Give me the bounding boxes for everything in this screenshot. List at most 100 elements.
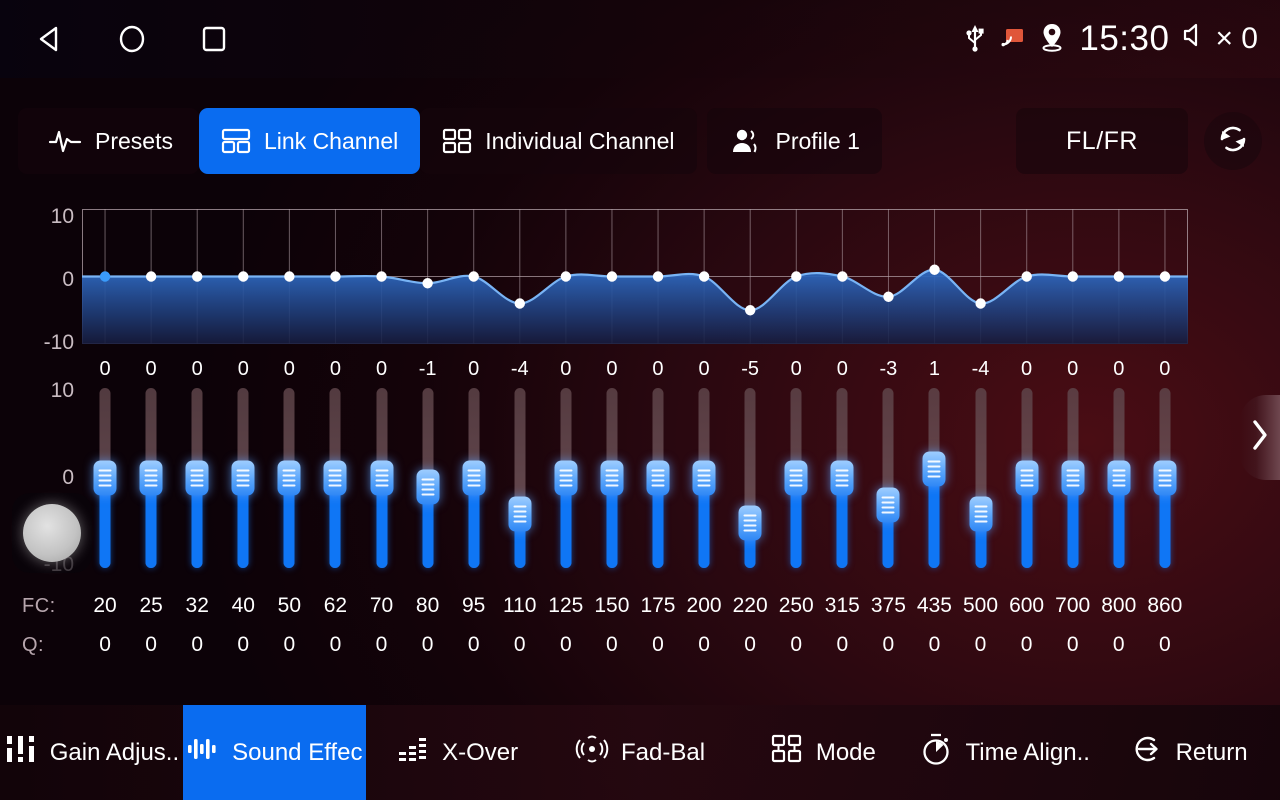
recents-square-icon[interactable] bbox=[198, 23, 230, 55]
slider-fill bbox=[560, 478, 572, 568]
slider-fill bbox=[1067, 478, 1079, 568]
eq-gain-value: 0 bbox=[1159, 358, 1171, 380]
tab-link-channel[interactable]: Link Channel bbox=[198, 108, 421, 174]
slider-thumb[interactable] bbox=[139, 460, 163, 496]
slider-track[interactable] bbox=[744, 388, 756, 568]
slider-fill bbox=[422, 487, 434, 568]
eq-curve-svg[interactable] bbox=[82, 209, 1188, 344]
q-value: 0 bbox=[421, 633, 434, 656]
eq-band-slider[interactable] bbox=[681, 388, 727, 568]
eq-band-slider[interactable] bbox=[451, 388, 497, 568]
expand-bands-button[interactable] bbox=[1240, 395, 1280, 480]
slider-thumb[interactable] bbox=[969, 496, 993, 532]
slider-thumb[interactable] bbox=[1153, 460, 1177, 496]
q-value: 0 bbox=[836, 633, 849, 656]
bottom-nav-label: X-Over bbox=[442, 738, 519, 766]
eq-band-slider[interactable] bbox=[589, 388, 635, 568]
slider-thumb[interactable] bbox=[692, 460, 716, 496]
eq-band-slider[interactable] bbox=[1050, 388, 1096, 568]
bottom-nav-item-time-align[interactable]: Time Align.. bbox=[914, 705, 1097, 800]
slider-thumb[interactable] bbox=[554, 460, 578, 496]
slider-thumb[interactable] bbox=[370, 460, 393, 496]
q-value: 0 bbox=[467, 633, 480, 656]
eq-band-slider[interactable] bbox=[266, 388, 312, 568]
bottom-nav-item-sound-effect[interactable]: Sound Effec bbox=[182, 705, 366, 800]
assistive-touch-icon bbox=[23, 504, 81, 562]
bottom-nav-item-mode[interactable]: Mode bbox=[731, 705, 914, 800]
usb-icon bbox=[962, 22, 988, 57]
slider-thumb[interactable] bbox=[922, 451, 946, 487]
eq-band-slider[interactable] bbox=[543, 388, 589, 568]
bottom-nav-item-gain-adjust[interactable]: Gain Adjus.. bbox=[0, 705, 183, 800]
slider-thumb[interactable] bbox=[185, 460, 209, 496]
slider-fill bbox=[698, 478, 710, 568]
eq-band-slider[interactable] bbox=[773, 388, 819, 568]
slider-thumb[interactable] bbox=[508, 496, 532, 532]
equalizer-icon bbox=[186, 732, 220, 773]
slider-thumb[interactable] bbox=[277, 460, 301, 496]
slider-thumb[interactable] bbox=[1061, 460, 1085, 496]
reset-button[interactable] bbox=[1204, 112, 1262, 170]
slider-thumb[interactable] bbox=[738, 505, 762, 541]
eq-band-slider[interactable] bbox=[497, 388, 543, 568]
bottom-nav-item-fad-bal[interactable]: Fad-Bal bbox=[549, 705, 732, 800]
eq-band-slider[interactable] bbox=[1142, 388, 1188, 568]
top-tab-bar: Presets Link Channel Individual Channel bbox=[18, 108, 1262, 174]
back-triangle-icon[interactable] bbox=[34, 23, 66, 55]
arrow-exit-icon bbox=[1130, 732, 1164, 773]
eq-band-slider[interactable] bbox=[312, 388, 358, 568]
fc-value: 700 bbox=[1055, 594, 1091, 617]
eq-band-slider[interactable] bbox=[1096, 388, 1142, 568]
slider-thumb[interactable] bbox=[1107, 460, 1131, 496]
slider-fill bbox=[928, 469, 940, 568]
eq-band-slider[interactable] bbox=[82, 388, 128, 568]
fc-value: 32 bbox=[185, 594, 209, 617]
tab-profile[interactable]: Profile 1 bbox=[706, 108, 882, 174]
fc-value: 62 bbox=[323, 594, 348, 617]
eq-band-slider[interactable] bbox=[358, 388, 404, 568]
eq-gain-value: 0 bbox=[329, 358, 341, 380]
home-circle-icon[interactable] bbox=[116, 23, 148, 55]
eq-band-slider[interactable] bbox=[865, 388, 911, 568]
eq-band-slider[interactable] bbox=[727, 388, 773, 568]
q-row: Q: 0 0 0 0 0 0 0 0 0 0 0 0 0 0 0 0 0 0 0 0 0 0 0 0 bbox=[0, 629, 1280, 661]
slider-track[interactable] bbox=[975, 388, 987, 568]
slider-fill bbox=[468, 478, 480, 568]
slider-thumb[interactable] bbox=[876, 487, 900, 523]
slider-thumb[interactable] bbox=[1015, 460, 1039, 496]
slider-thumb[interactable] bbox=[231, 460, 255, 496]
slider-thumb[interactable] bbox=[416, 469, 440, 505]
q-value: 0 bbox=[606, 633, 618, 656]
eq-gain-value: 0 bbox=[375, 358, 388, 380]
slider-thumb[interactable] bbox=[462, 460, 486, 496]
eq-y-bottom: -10 bbox=[43, 331, 74, 354]
eq-curve-plot[interactable] bbox=[82, 209, 1188, 344]
person-icon bbox=[729, 127, 763, 155]
slider-thumb[interactable] bbox=[600, 460, 624, 496]
tab-presets[interactable]: Presets bbox=[18, 108, 199, 174]
eq-band-slider[interactable] bbox=[220, 388, 266, 568]
slider-track[interactable] bbox=[882, 388, 894, 568]
eq-band-slider[interactable] bbox=[957, 388, 1003, 568]
eq-gain-value: 0 bbox=[283, 358, 295, 380]
slider-thumb[interactable] bbox=[784, 460, 808, 496]
slider-thumb[interactable] bbox=[93, 460, 117, 496]
eq-band-slider[interactable] bbox=[174, 388, 220, 568]
q-value: 0 bbox=[145, 633, 157, 656]
eq-band-slider[interactable] bbox=[128, 388, 174, 568]
bottom-nav-item-x-over[interactable]: X-Over bbox=[366, 705, 549, 800]
slider-thumb[interactable] bbox=[323, 460, 347, 496]
eq-band-slider[interactable] bbox=[1004, 388, 1050, 568]
eq-band-slider[interactable] bbox=[635, 388, 681, 568]
eq-band-slider[interactable] bbox=[405, 388, 451, 568]
slider-thumb[interactable] bbox=[830, 460, 854, 496]
assistive-touch-button[interactable] bbox=[12, 493, 92, 573]
channel-select-button[interactable]: FL/FR bbox=[1016, 108, 1188, 174]
slider-track[interactable] bbox=[514, 388, 526, 568]
bottom-nav-item-return[interactable]: Return bbox=[1097, 705, 1280, 800]
tab-individual-channel[interactable]: Individual Channel bbox=[420, 108, 697, 174]
eq-band-slider[interactable] bbox=[911, 388, 957, 568]
volume-indicator[interactable]: × 0 bbox=[1182, 21, 1258, 57]
eq-band-slider[interactable] bbox=[819, 388, 865, 568]
slider-thumb[interactable] bbox=[646, 460, 670, 496]
